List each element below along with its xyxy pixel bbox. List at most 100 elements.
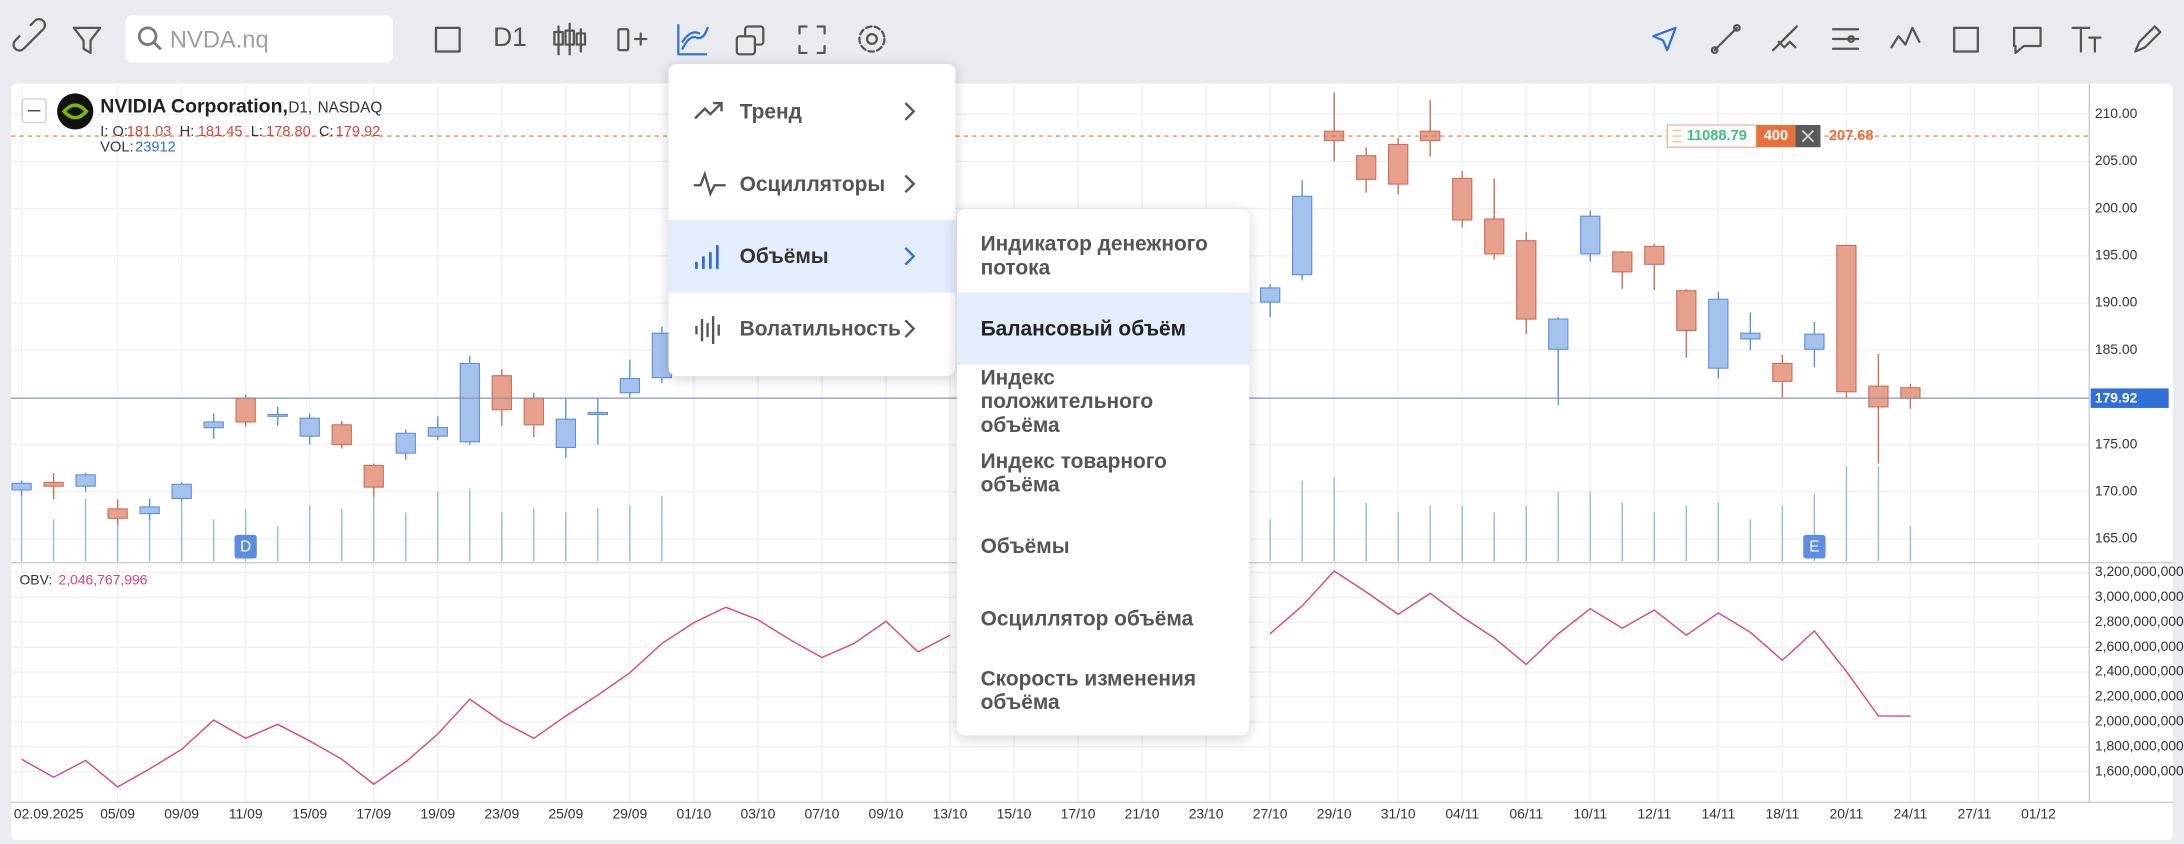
indicator-line [21,606,951,788]
indicator-name: OBV: [19,571,52,587]
submenu-label: Объёмы [980,534,1070,558]
logo-mark [61,103,89,120]
order-quantity-box [1756,124,1796,148]
menu-label: Осцилляторы [739,172,886,196]
menu-item[interactable]: Волатильность [669,292,956,364]
chevron [904,102,916,121]
chart-type-button[interactable] [553,22,587,56]
submenu-item[interactable]: Объёмы [957,510,1250,582]
x-tick-label: 01/10 [676,805,711,821]
indicator-value: 2,046,767,996 [58,571,147,587]
submenu-item[interactable]: Индикатор денежного потока [957,220,1250,292]
order-icon [1672,129,1682,143]
search-box[interactable]: NVDA.nq [125,15,393,63]
candle-body [523,397,544,426]
y-tick-label: 2,400,000,000 [2095,663,2184,679]
submenu-item[interactable]: Скорость изменения объёма [957,655,1250,727]
toolbar [12,18,2162,56]
x-tick-label: 27/11 [1958,805,1992,821]
submenu-label: Индикатор денежного потока [980,232,1208,280]
candle-body [235,397,256,423]
volume-icon [695,245,719,269]
menu-label: Объёмы [739,244,829,269]
y-tick-label: 2,200,000,000 [2095,688,2184,704]
x-tick-label: 05/09 [100,805,135,821]
y-tick-label: 2,600,000,000 [2095,638,2184,654]
candle-body [1388,143,1409,185]
x-tick-label: 11/09 [229,805,263,821]
settings-button[interactable] [858,25,886,53]
y-tick-label: 195.00 [2095,246,2138,262]
candle-body [619,377,641,394]
candle-body [75,474,96,487]
submenu-item[interactable]: Индекс положительного объёма [957,365,1250,437]
y-tick-label: 190.00 [2095,294,2138,310]
menu-item[interactable]: Осцилляторы [669,148,956,220]
shape-tool[interactable] [1953,26,1979,53]
candle-body [491,375,512,411]
y-tick-label: 165.00 [2095,530,2138,546]
brush-tool[interactable] [2134,25,2162,53]
x-tick-label: 23/09 [484,805,519,821]
indicator-menu: Тренд Осцилляторы Объёмы Волатильность [668,64,956,377]
text-tool[interactable] [2071,26,2102,53]
fullscreen-button[interactable] [798,25,826,55]
submenu-item[interactable]: Осциллятор объёма [957,582,1250,654]
legend-timeframe: D1, [288,100,312,117]
search-placeholder: NVDA.nq [169,26,269,53]
link-button[interactable] [12,18,46,52]
x-tick-label: 20/11 [1830,805,1864,821]
menu-item[interactable]: Тренд [669,75,956,147]
indicators-button[interactable] [677,23,709,56]
candle-body [1804,333,1825,350]
candle-body [1484,218,1505,255]
filter-button[interactable] [72,26,102,55]
order-quantity: 400 [1764,128,1788,144]
x-tick-label: 14/11 [1701,805,1735,821]
x-tick-label: 25/09 [548,805,583,821]
wave-tool[interactable] [1890,26,1921,49]
x-tick-label: 31/10 [1381,805,1416,821]
order-cancel-icon [1801,129,1815,143]
menu-item[interactable]: Объёмы [668,220,956,293]
x-tick-label: 12/11 [1637,805,1671,821]
submenu-item[interactable]: Балансовый объём [956,292,1250,365]
event-marker [1803,534,1826,559]
x-tick-label: 06/11 [1509,805,1543,821]
candle-body [1740,332,1761,340]
candle-body [363,464,384,488]
fib-tool[interactable] [1831,28,1860,50]
submenu-item[interactable]: Индекс товарного объёма [957,437,1250,509]
candle-body [1580,215,1601,255]
y-tick-label: 170.00 [2095,483,2138,499]
candle-body [1516,240,1537,320]
x-tick-label: 24/11 [1894,805,1928,821]
submenu-label: Осциллятор объёма [980,606,1194,631]
cursor-button[interactable] [1652,26,1677,52]
oscillator-icon [693,170,726,197]
submenu-label: Индекс товарного объёма [980,449,1167,498]
candle-body [299,417,320,437]
y-tick-label: 185.00 [2095,341,2138,357]
overlays: 210.00205.00200.00195.00190.00185.00180.… [14,105,2184,822]
candle-body [171,483,192,500]
search-icon [137,26,162,51]
x-tick-label: 13/10 [933,805,968,821]
submenu-label: Скорость изменения объёма [980,667,1197,715]
timeframe-button[interactable]: D1 [493,23,527,53]
candle-body [1836,244,1857,393]
order-amount-box [1666,124,1758,148]
add-button[interactable] [617,28,648,52]
channel-tool[interactable] [1771,25,1798,52]
rect-button[interactable] [434,26,461,53]
legend-prefix: I: O: [100,124,128,140]
copy-button[interactable] [735,25,765,56]
candle-body [427,427,448,437]
line-tool[interactable] [1710,23,1741,55]
legend-high-label: H: [180,124,195,140]
x-tick-label: 07/10 [805,805,840,821]
menu-label: Тренд [739,99,802,124]
legend-high: 181.45 [198,124,243,140]
comment-tool[interactable] [2012,26,2042,55]
